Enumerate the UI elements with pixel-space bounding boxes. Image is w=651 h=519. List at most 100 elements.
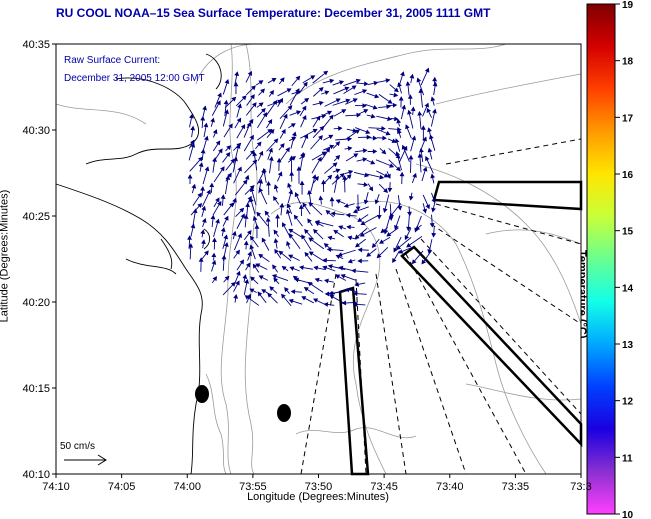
chart-title: RU COOL NOAA–15 Sea Surface Temperature:…: [56, 6, 491, 20]
current-vector-head: [286, 240, 291, 246]
y-tick-label: 40:30: [22, 125, 50, 137]
current-vector-head: [335, 274, 341, 279]
current-vector-head: [382, 208, 388, 213]
current-vector-head: [295, 88, 300, 94]
current-vector-head: [283, 113, 288, 119]
current-vector-head: [303, 133, 309, 139]
current-vector-head: [265, 217, 271, 222]
current-vector-head: [371, 243, 377, 248]
current-vector-head: [379, 174, 385, 180]
current-vector-head: [190, 125, 196, 131]
current-vector-head: [257, 291, 263, 297]
radar-line: [395, 268, 467, 475]
contour-line: [295, 427, 417, 439]
colorbar-tick-label: 17: [622, 113, 634, 124]
current-vector-head: [408, 154, 414, 160]
current-vector-head: [362, 89, 368, 94]
current-vector-head: [273, 195, 278, 202]
current-vector-head: [429, 134, 434, 140]
current-vector-head: [232, 197, 237, 203]
current-vector-head: [393, 87, 399, 93]
current-vector-head: [225, 152, 231, 158]
radar-line: [430, 223, 582, 325]
current-vector-head: [251, 85, 256, 91]
current-vector-head: [271, 78, 277, 83]
x-tick-label: 73:3: [570, 481, 591, 493]
current-vector-head: [312, 228, 318, 234]
x-axis-label: Longitude (Degrees:Minutes): [247, 491, 389, 503]
current-vector-head: [421, 259, 427, 265]
current-vector-head: [326, 110, 333, 116]
current-vector-head: [235, 249, 240, 255]
current-vector-head: [273, 184, 279, 190]
current-vector-head: [261, 289, 267, 294]
current-vector-head: [244, 278, 250, 284]
current-vector-head: [333, 229, 339, 235]
current-vector-head: [215, 140, 221, 146]
current-vector-head: [391, 138, 397, 144]
current-vector-head: [235, 280, 240, 286]
current-vector-head: [340, 274, 346, 279]
current-vector-head: [346, 224, 351, 230]
current-vector-head: [342, 175, 347, 180]
radar-line: [445, 138, 582, 165]
current-vector-head: [338, 225, 344, 230]
current-vector-head: [347, 136, 353, 142]
current-vector-head: [284, 287, 289, 293]
current-vector-head: [363, 199, 369, 205]
current-vector-head: [431, 207, 436, 213]
current-vector-head: [189, 113, 194, 119]
current-vector-head: [304, 97, 310, 103]
x-tick-label: 74:10: [42, 481, 70, 493]
map-plot-area: Raw Surface Current: December 31, 2005 1…: [22, 39, 591, 493]
current-vector-head: [362, 148, 368, 154]
current-vector-head: [311, 174, 317, 180]
current-vector-head: [301, 296, 307, 301]
current-vector-head: [324, 90, 330, 96]
annotation-line-1: Raw Surface Current:: [64, 55, 160, 66]
current-vector-head: [365, 129, 371, 135]
current-vector-head: [262, 112, 268, 118]
current-vector-head: [307, 281, 313, 287]
current-vector-head: [405, 124, 410, 130]
current-vector-head: [397, 129, 402, 135]
current-vector-head: [188, 243, 194, 248]
current-vector-head: [300, 152, 306, 157]
current-vector-head: [282, 222, 287, 228]
current-vector-head: [374, 199, 380, 205]
current-vector-head: [227, 172, 232, 178]
current-vector-head: [323, 278, 329, 284]
coastline: [55, 53, 222, 475]
contour-line: [415, 163, 582, 325]
current-vector-head: [278, 250, 284, 256]
current-vector-head: [249, 197, 254, 203]
current-vector-head: [237, 233, 243, 239]
current-vector-head: [393, 92, 399, 98]
current-vector-head: [288, 189, 294, 195]
colorbar-bar: [586, 3, 616, 515]
current-vector-head: [398, 249, 404, 254]
radar-line: [405, 253, 527, 475]
current-vector-head: [295, 75, 301, 81]
current-vector-head: [273, 229, 279, 235]
current-vector-head: [411, 259, 417, 265]
current-vector-head: [239, 259, 244, 265]
current-vector-head: [211, 252, 217, 258]
current-vector-head: [240, 124, 246, 130]
current-vector-head: [275, 214, 281, 219]
current-vector-head: [387, 116, 392, 122]
current-vector-head: [372, 135, 378, 141]
current-vector-head: [239, 207, 245, 213]
current-vector-head: [400, 71, 405, 77]
current-vector-head: [215, 197, 220, 203]
current-vector-head: [376, 253, 382, 259]
x-tick-label: 73:40: [436, 481, 464, 493]
current-vector-head: [266, 180, 272, 186]
current-vector-head: [244, 174, 250, 180]
current-vector-head: [374, 93, 380, 99]
current-vector-head: [296, 110, 302, 115]
colorbar-ticks: 19 18 17 16 15 14 13 12 11 10: [615, 0, 634, 519]
current-vector-head: [261, 237, 267, 243]
contour-line: [220, 43, 237, 475]
current-vector-head: [387, 99, 393, 104]
